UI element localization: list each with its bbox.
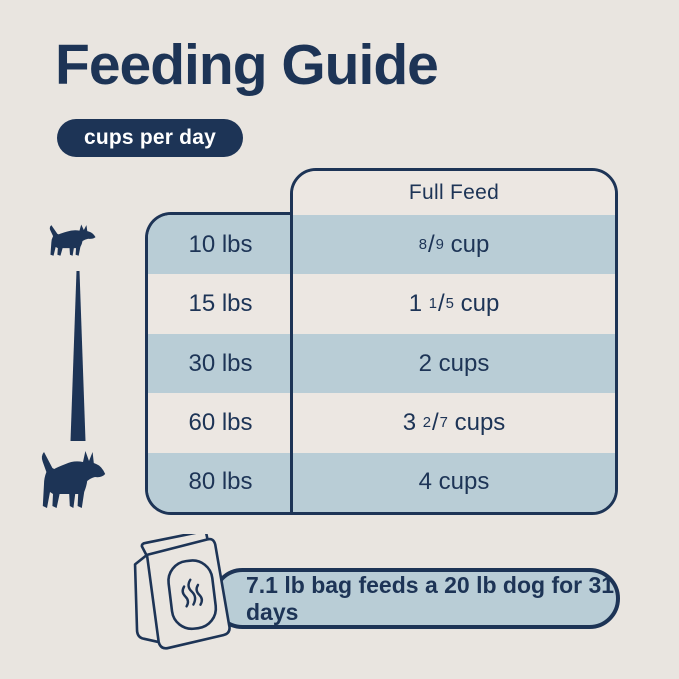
full-feed-header: Full Feed	[293, 171, 615, 215]
page-title: Feeding Guide	[55, 33, 439, 97]
feed-amount-cell: 2 cups	[293, 333, 615, 394]
feed-amount-cell: 8/9 cup	[293, 215, 615, 275]
feed-amount-cell: 1 1/5 cup	[293, 274, 615, 334]
food-bag-icon	[133, 534, 231, 650]
full-feed-column: Full Feed 8/9 cup 1 1/5 cup 2 cups 3 2/7 cu…	[290, 168, 618, 515]
cups-per-day-badge: cups per day	[57, 119, 243, 157]
feed-amount-cell: 3 2/7 cups	[293, 393, 615, 453]
weight-cell: 80 lbs	[148, 452, 293, 512]
weight-column: 10 lbs 15 lbs 30 lbs 60 lbs 80 lbs	[145, 212, 293, 515]
weight-cell: 10 lbs	[148, 215, 293, 275]
large-dog-icon	[41, 451, 106, 508]
weight-cell: 15 lbs	[148, 274, 293, 334]
size-gradient-wedge	[70, 271, 86, 441]
weight-cell: 30 lbs	[148, 333, 293, 394]
aroma-steam-icon	[181, 578, 204, 608]
bag-feeds-banner: 7.1 lb bag feeds a 20 lb dog for 31 days	[212, 568, 620, 629]
small-dog-icon	[49, 224, 96, 256]
weight-cell: 60 lbs	[148, 393, 293, 453]
feed-amount-cell: 4 cups	[293, 452, 615, 512]
